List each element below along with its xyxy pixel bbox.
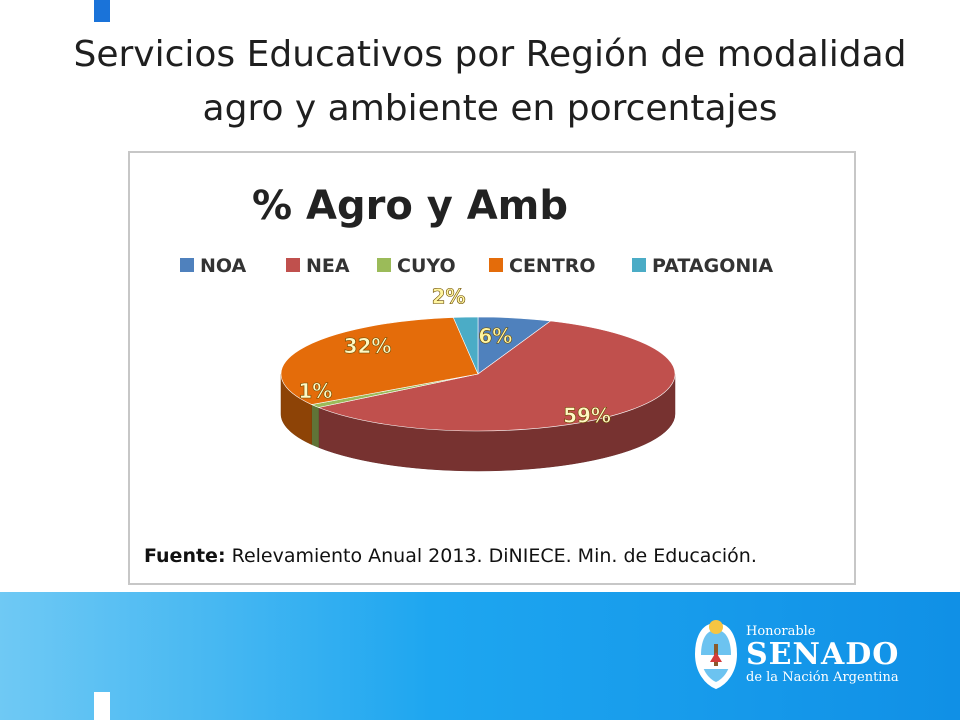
legend-label-nea: NEA: [306, 255, 350, 277]
source-text: Relevamiento Anual 2013. DiNIECE. Min. d…: [231, 545, 757, 567]
legend-swatch-nea: [286, 258, 300, 272]
chart-legend: NOA NEA CUYO CENTRO PATAGONIA: [180, 255, 773, 277]
logo-line2: SENADO: [746, 637, 900, 672]
pie-chart: % Agro y Amb NOA NEA CUYO CENTRO PATAGONIA 6…: [180, 183, 773, 472]
chart-title: % Agro y Amb: [252, 183, 568, 229]
legend-swatch-cuyo: [377, 258, 391, 272]
source-note: Fuente: Relevamiento Anual 2013. DiNIECE…: [144, 545, 757, 567]
legend-swatch-noa: [180, 258, 194, 272]
pie-slice-nea: [317, 320, 676, 432]
pie-slice-centro: [280, 317, 479, 405]
pie-slices: [280, 316, 676, 472]
data-label-centro: 32%: [344, 334, 392, 358]
legend-swatch-centro: [489, 258, 503, 272]
pie-slice-patagonia: [452, 316, 479, 375]
data-label-patagonia: 2%: [432, 285, 466, 309]
data-label-cuyo: 1%: [298, 379, 332, 403]
chart-frame: % Agro y Amb NOA NEA CUYO CENTRO PATAGONIA 6…: [128, 151, 856, 585]
footer-band: [0, 592, 960, 720]
legend-swatch-patagonia: [632, 258, 646, 272]
logo-line3: de la Nación Argentina: [746, 670, 899, 685]
pie-side-cuyo: [311, 404, 319, 448]
coat-of-arms-icon: [694, 620, 738, 690]
slide-title: Servicios Educativos por Región de modal…: [73, 34, 907, 129]
legend-label-centro: CENTRO: [509, 255, 596, 277]
legend-label-cuyo: CUYO: [397, 255, 456, 277]
data-label-noa: 6%: [478, 324, 512, 348]
pie-data-labels: 6% 59% 1% 32% 2%: [298, 284, 611, 428]
logo-line1: Honorable: [746, 624, 816, 639]
senado-logo: Honorable SENADO de la Nación Argentina: [690, 618, 899, 692]
legend-label-noa: NOA: [200, 255, 247, 277]
top-accent-bar: [94, 0, 110, 22]
source-label: Fuente:: [144, 545, 226, 567]
senado-logo-text: Honorable SENADO de la Nación Argentina: [746, 624, 899, 686]
data-label-nea: 59%: [563, 404, 611, 428]
bottom-accent-bar: [94, 692, 110, 720]
legend-label-patagonia: PATAGONIA: [652, 255, 773, 277]
